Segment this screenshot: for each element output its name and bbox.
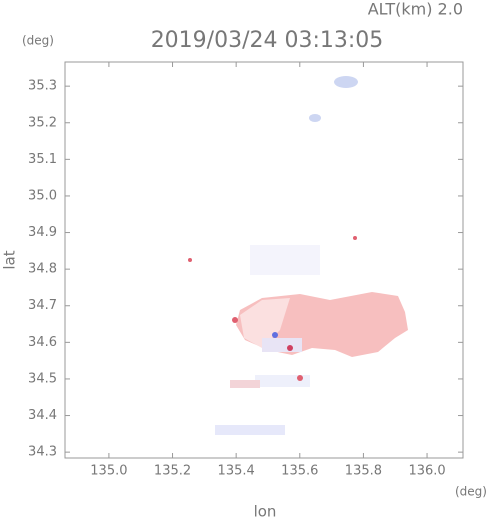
echo-region <box>262 338 302 352</box>
y-tick-label: 34.7 <box>28 298 57 313</box>
y-tick-label: 34.4 <box>28 408 57 423</box>
echo-field <box>188 76 408 435</box>
echo-region <box>215 425 285 435</box>
echo-cell <box>297 375 303 381</box>
echo-region <box>309 114 321 122</box>
echo-cell <box>353 236 357 240</box>
chart-title: 2019/03/24 03:13:05 <box>151 28 384 53</box>
x-tick-label: 135.4 <box>218 464 255 479</box>
x-tick-label: 135.8 <box>345 464 382 479</box>
echo-cell <box>272 332 278 338</box>
y-tick-label: 34.6 <box>28 335 57 350</box>
plot-frame <box>64 61 464 459</box>
echo-region <box>334 76 358 88</box>
echo-cell <box>287 345 293 351</box>
y-tick-label: 35.3 <box>28 79 57 94</box>
y-tick-label: 34.9 <box>28 225 57 240</box>
x-unit: (deg) <box>455 485 487 499</box>
x-tick-label: 136.0 <box>408 464 445 479</box>
y-tick-label: 34.3 <box>28 445 57 460</box>
echo-cell <box>188 258 192 262</box>
echo-cell <box>232 317 238 323</box>
x-tick-label: 135.6 <box>281 464 318 479</box>
y-axis-label: lat <box>1 250 19 269</box>
x-tick-label: 135.2 <box>154 464 191 479</box>
echo-region <box>250 245 320 275</box>
echo-region <box>240 298 290 348</box>
echo-region <box>255 375 310 387</box>
x-tick-label: 135.0 <box>90 464 127 479</box>
x-axis-label: lon <box>254 503 277 521</box>
y-unit: (deg) <box>22 34 54 48</box>
y-tick-label: 35.1 <box>28 152 57 167</box>
y-tick-label: 35.2 <box>28 115 57 130</box>
y-tick-label: 35.0 <box>28 188 57 203</box>
altitude-label: ALT(km) 2.0 <box>368 0 463 19</box>
y-tick-label: 34.5 <box>28 371 57 386</box>
y-tick-label: 34.8 <box>28 262 57 277</box>
echo-region <box>230 380 260 388</box>
